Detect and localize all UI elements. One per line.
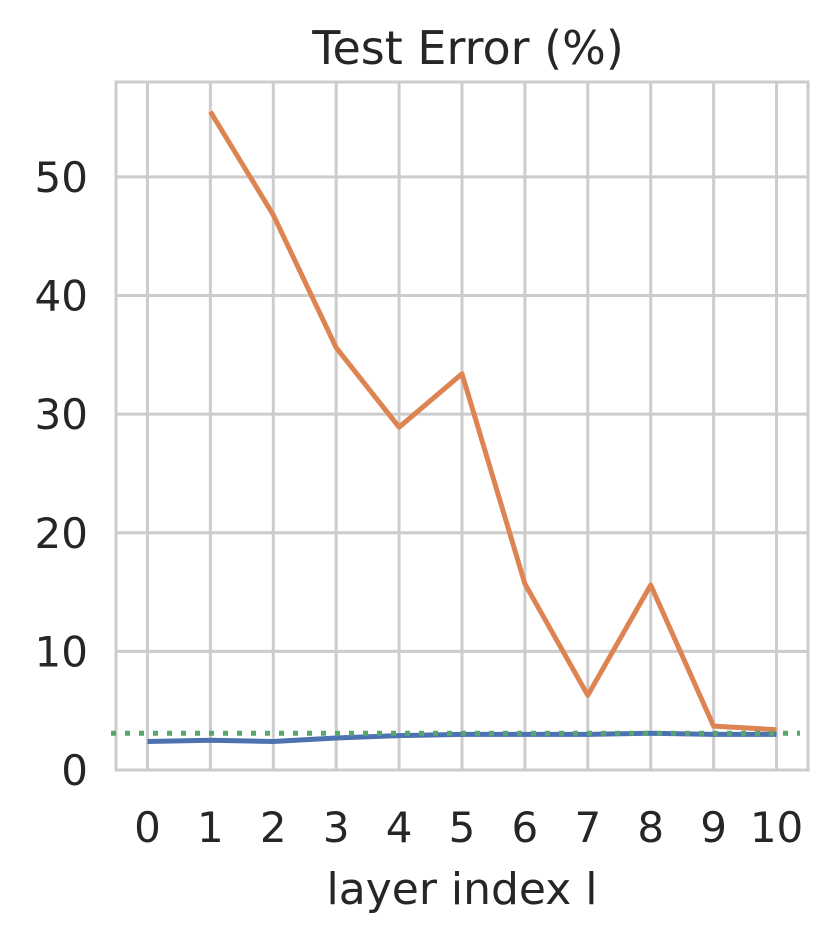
x-tick-label: 10	[750, 803, 803, 852]
x-axis-label: layer index l	[327, 864, 598, 915]
y-tick-label: 0	[61, 746, 88, 795]
y-tick-label: 30	[35, 390, 88, 439]
x-tick-label: 8	[637, 803, 664, 852]
grid	[116, 82, 808, 770]
y-tick-label: 20	[35, 509, 88, 558]
x-tick-label: 1	[197, 803, 224, 852]
y-tick-label: 40	[35, 272, 88, 321]
x-tick-label: 9	[700, 803, 727, 852]
x-tick-label: 6	[512, 803, 539, 852]
series-layer	[111, 110, 800, 744]
chart-title: Test Error (%)	[311, 21, 624, 75]
y-tick-label: 50	[35, 153, 88, 202]
series-0-line	[208, 110, 777, 733]
x-tick-label: 0	[134, 803, 161, 852]
x-tick-label: 2	[260, 803, 287, 852]
x-tick-label: 3	[323, 803, 350, 852]
y-tick-label: 10	[35, 627, 88, 676]
x-tick-label: 7	[574, 803, 601, 852]
x-tick-label: 5	[449, 803, 476, 852]
x-tick-label: 4	[386, 803, 413, 852]
